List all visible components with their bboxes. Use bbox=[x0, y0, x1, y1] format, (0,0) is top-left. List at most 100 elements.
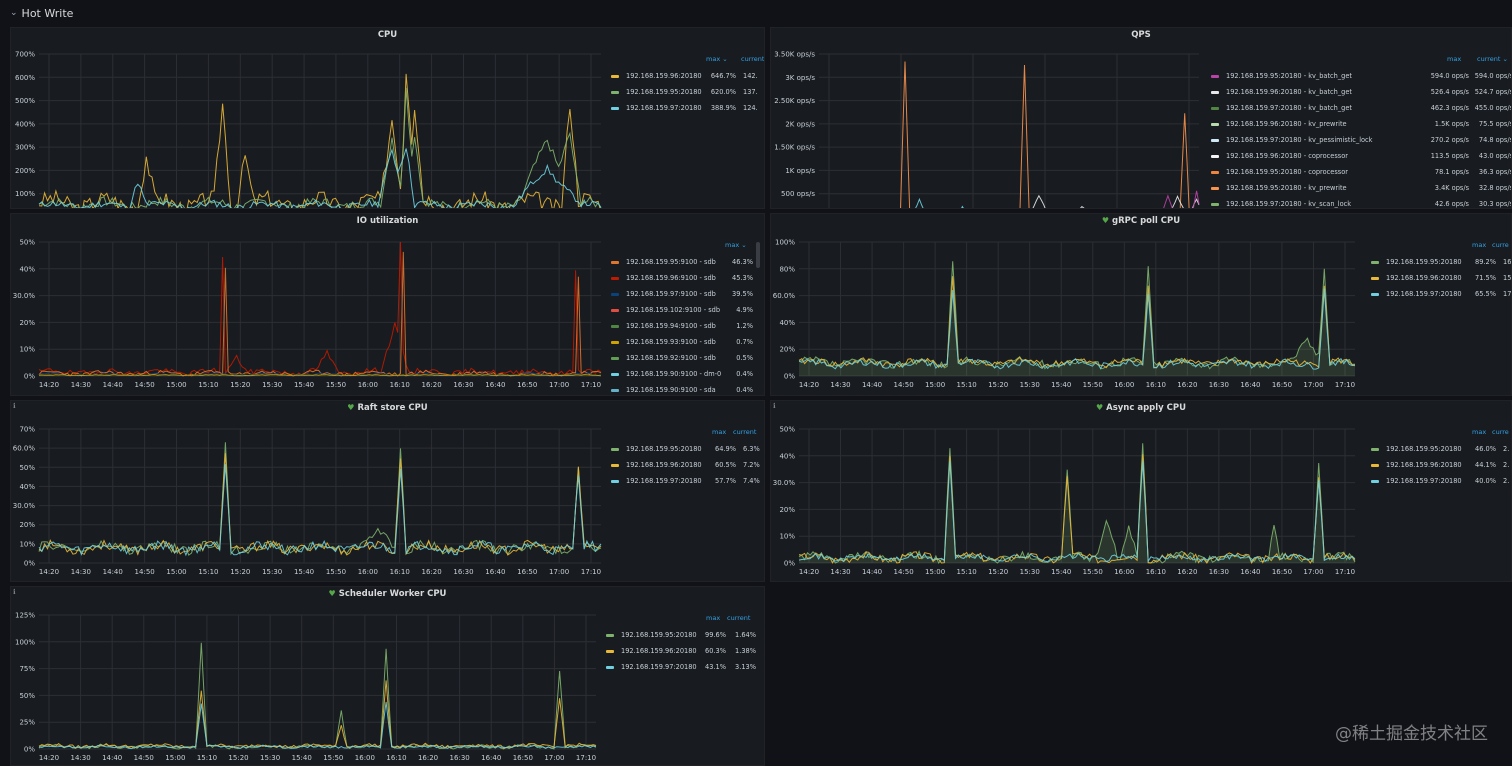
info-icon[interactable]: ℹ bbox=[13, 402, 16, 410]
legend-header-max[interactable]: max bbox=[1472, 428, 1487, 436]
legend-scrollbar[interactable] bbox=[756, 242, 760, 268]
legend-item[interactable]: 192.168.159.96:20180 bbox=[611, 68, 702, 84]
legend-item[interactable]: 192.168.159.95:20180 bbox=[1371, 254, 1462, 270]
legend-swatch bbox=[611, 308, 619, 312]
legend-item[interactable]: 192.168.159.95:20180 - kv_prewrite bbox=[1211, 180, 1347, 196]
legend-header-max[interactable]: max bbox=[706, 614, 721, 622]
x-tick-label: 14:30 bbox=[830, 381, 850, 389]
x-tick-label: 15:20 bbox=[988, 568, 1008, 576]
panel-raft-store-cpu[interactable]: ℹ ♥ Raft store CPU 0% 10% 20% 30.0% 40% 50% 60.… bbox=[10, 400, 765, 582]
legend-header-max[interactable]: max bbox=[1447, 55, 1462, 63]
series-area bbox=[799, 261, 1355, 376]
x-tick-label: 16:00 bbox=[1114, 568, 1134, 576]
x-tick-label: 17:00 bbox=[544, 754, 564, 762]
legend-item[interactable]: 192.168.159.97:20180 bbox=[611, 100, 702, 116]
x-tick-label: 15:30 bbox=[260, 754, 280, 762]
legend-item[interactable]: 192.168.159.97:20180 - kv_pessimistic_lo… bbox=[1211, 132, 1373, 148]
scheduler-worker-cpu-graph: 0% 25% 50% 75% 100% 125% 14:20 14:30 14:40 14:50 1… bbox=[15, 612, 597, 762]
legend-header-max[interactable]: max ⌄ bbox=[725, 241, 747, 249]
panel-io-utilization[interactable]: IO utilization 0% 10% 20% 30.0% 40% 50% 14:20 1… bbox=[10, 213, 765, 396]
x-tick-label: 16:20 bbox=[1177, 568, 1197, 576]
legend-item[interactable]: 192.168.159.97:20180 bbox=[611, 473, 702, 489]
legend-swatch bbox=[611, 276, 619, 280]
panel-cpu[interactable]: CPU 0%100%200%300%400%500%600%700%14:201… bbox=[10, 27, 765, 209]
cpu-graph: 0%100%200%300%400%500%600%700%14:2014:30… bbox=[15, 51, 602, 208]
legend-max-value: 0.4% bbox=[736, 370, 753, 378]
legend-item[interactable]: 192.168.159.96:20180 - kv_batch_get bbox=[1211, 84, 1352, 100]
legend-item[interactable]: 192.168.159.95:20180 - kv_batch_get bbox=[1211, 68, 1352, 84]
legend-item[interactable]: 192.168.159.93:9100 - sdb bbox=[611, 334, 716, 350]
legend-item[interactable]: 192.168.159.102:9100 - sdb bbox=[611, 302, 720, 318]
qps-graph: 0 ops/s500 ops/s1K ops/s1.50K ops/s2K op… bbox=[774, 51, 1200, 208]
legend-item[interactable]: 192.168.159.95:20180 - coprocessor bbox=[1211, 164, 1348, 180]
series-line bbox=[915, 197, 964, 208]
legend-item[interactable]: 192.168.159.96:20180 bbox=[606, 643, 697, 659]
legend-item[interactable]: 192.168.159.95:20180 bbox=[611, 84, 702, 100]
legend-item[interactable]: 192.168.159.92:9100 - sdb bbox=[611, 350, 716, 366]
x-tick-label: 16:40 bbox=[481, 754, 501, 762]
x-tick-label: 17:10 bbox=[1335, 568, 1355, 576]
legend-item[interactable]: 192.168.159.96:20180 - coprocessor bbox=[1211, 148, 1348, 164]
legend-series-name: 192.168.159.93:9100 - sdb bbox=[626, 338, 716, 346]
legend-item[interactable]: 192.168.159.95:20180 bbox=[611, 441, 702, 457]
legend-current-value: 1.38% bbox=[735, 647, 756, 655]
legend-item[interactable]: 192.168.159.90:9100 - sda bbox=[611, 382, 716, 395]
legend-header-current[interactable]: current bbox=[733, 428, 757, 436]
x-tick-label: 16:10 bbox=[1146, 568, 1166, 576]
panel-scheduler-worker-cpu[interactable]: ℹ ♥ Scheduler Worker CPU 0% 25% 50% 75% 100% 1… bbox=[10, 586, 765, 766]
legend-header-max[interactable]: max bbox=[712, 428, 727, 436]
info-icon[interactable]: ℹ bbox=[13, 588, 16, 596]
legend-item[interactable]: 192.168.159.96:20180 - kv_prewrite bbox=[1211, 116, 1347, 132]
legend-header-current[interactable]: current bbox=[741, 55, 765, 63]
x-tick-label: 15:20 bbox=[230, 568, 250, 576]
legend-header-max[interactable]: max bbox=[1472, 241, 1487, 249]
legend-item[interactable]: 192.168.159.97:20180 - kv_scan_lock bbox=[1211, 196, 1351, 208]
legend-header-current[interactable]: current bbox=[727, 614, 751, 622]
legend-max-value: 78.1 ops/s bbox=[1434, 168, 1469, 176]
legend-item[interactable]: 192.168.159.97:20180 - kv_batch_get bbox=[1211, 100, 1352, 116]
x-tick-label: 16:20 bbox=[1177, 381, 1197, 389]
x-tick-label: 15:50 bbox=[323, 754, 343, 762]
legend-current-value: 2. bbox=[1503, 445, 1510, 453]
legend-max-value: 113.5 ops/s bbox=[1430, 152, 1469, 160]
legend-item[interactable]: 192.168.159.96:20180 bbox=[611, 457, 702, 473]
legend-item[interactable]: 192.168.159.96:20180 bbox=[1371, 457, 1462, 473]
legend-item[interactable]: 192.168.159.94:9100 - sdb bbox=[611, 318, 716, 334]
legend-series-name: 192.168.159.95:20180 bbox=[626, 445, 702, 453]
legend-swatch bbox=[606, 633, 614, 637]
panel-async-apply-cpu[interactable]: ℹ ♥ Async apply CPU 0% 10% 20% 30.0% 40% 50% 14… bbox=[770, 400, 1512, 582]
legend-header-current[interactable]: current ⌄ bbox=[1477, 55, 1508, 63]
legend-series-name: 192.168.159.97:20180 bbox=[1386, 477, 1462, 485]
panel-grpc-poll-cpu[interactable]: ♥ gRPC poll CPU 0% 20% 40% 60.0% 80% 100% 14:20… bbox=[770, 213, 1512, 396]
panel-title-row: ♥ Raft store CPU bbox=[11, 403, 764, 413]
y-tick-label: 10% bbox=[19, 540, 35, 548]
panel-qps[interactable]: QPS 0 ops/s500 ops/s1K ops/s1.50K ops/s2… bbox=[770, 27, 1512, 209]
row-header-hot-write[interactable]: ⌄ Hot Write bbox=[10, 4, 73, 22]
legend-item[interactable]: 192.168.159.97:20180 bbox=[1371, 286, 1462, 302]
legend-item[interactable]: 192.168.159.90:9100 - dm-0 bbox=[611, 366, 721, 382]
legend-series-name: 192.168.159.95:20180 - kv_prewrite bbox=[1226, 184, 1347, 192]
legend-item[interactable]: 192.168.159.95:9100 - sdb bbox=[611, 254, 716, 270]
legend-item[interactable]: 192.168.159.96:20180 bbox=[1371, 270, 1462, 286]
legend-item[interactable]: 192.168.159.95:20180 bbox=[1371, 441, 1462, 457]
legend-item[interactable]: 192.168.159.97:20180 bbox=[606, 659, 697, 675]
legend-header-current[interactable]: curre bbox=[1492, 241, 1509, 249]
legend: max curre 192.168.159.95:20180 89.2% 16. 19… bbox=[1371, 241, 1511, 321]
legend-item[interactable]: 192.168.159.97:20180 bbox=[1371, 473, 1462, 489]
legend-item[interactable]: 192.168.159.96:9100 - sdb bbox=[611, 270, 716, 286]
y-tick-label: 30.0% bbox=[13, 502, 36, 510]
info-icon[interactable]: ℹ bbox=[773, 402, 776, 410]
y-tick-label: 10% bbox=[779, 533, 795, 541]
legend-series-name: 192.168.159.96:20180 bbox=[1386, 274, 1462, 282]
legend-header-current[interactable]: curre bbox=[1492, 428, 1509, 436]
legend-series-name: 192.168.159.96:20180 bbox=[621, 647, 697, 655]
legend-item[interactable]: 192.168.159.97:9100 - sdb bbox=[611, 286, 716, 302]
x-tick-label: 15:10 bbox=[957, 381, 977, 389]
legend-item[interactable]: 192.168.159.95:20180 bbox=[606, 627, 697, 643]
legend-series-name: 192.168.159.95:20180 - coprocessor bbox=[1226, 168, 1348, 176]
panel-title-row: ♥ gRPC poll CPU bbox=[771, 216, 1511, 226]
legend-header-max[interactable]: max ⌄ bbox=[706, 55, 728, 63]
x-tick-label: 16:50 bbox=[1272, 381, 1292, 389]
series-area bbox=[799, 443, 1355, 563]
legend-max-value: 0.4% bbox=[736, 386, 753, 394]
